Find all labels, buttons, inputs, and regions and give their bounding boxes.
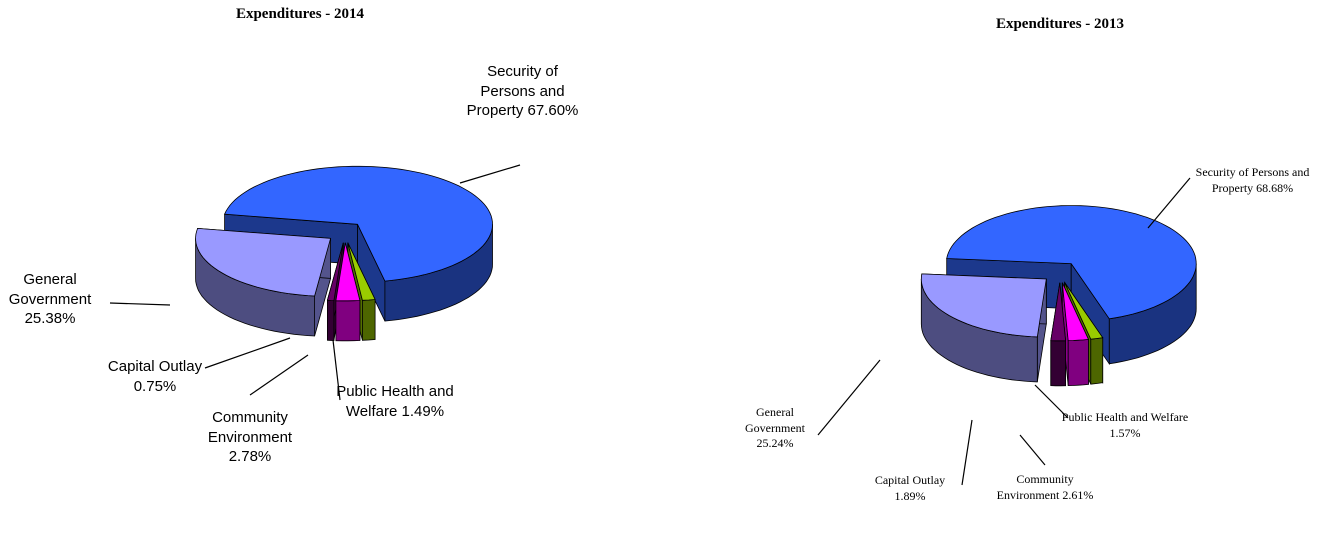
slice-label: Community Environment 2.61% [995, 472, 1095, 503]
value-label: 2.61% [1062, 487, 1094, 502]
category-name: Public Health and Welfare [336, 383, 454, 420]
value-label: 1.57% [1109, 425, 1141, 440]
value-label: 68.68% [1256, 180, 1294, 195]
slice-label: Security of Persons and Property 68.68% [1185, 165, 1320, 196]
chart-title: Expenditures - 2013 [995, 16, 1125, 32]
slice-label: General Government 25.38% [0, 270, 100, 329]
category-name: Public Health and Welfare [1061, 410, 1189, 424]
slice-side [335, 300, 361, 342]
slice [347, 242, 376, 301]
leader-line [817, 359, 881, 436]
slice-label: Community Environment 2.78% [190, 408, 310, 467]
category-name: Community Environment [996, 472, 1074, 502]
category-name: Security of Persons and Property [1195, 165, 1310, 195]
slice [335, 242, 361, 302]
leader-line [459, 164, 521, 184]
slice [1064, 282, 1104, 340]
slice [223, 165, 493, 282]
slice-label: Capital Outlay 1.89% [860, 473, 960, 504]
category-name: Community Environment [207, 409, 293, 446]
leader-line [109, 302, 171, 306]
category-name: General Government [745, 405, 805, 435]
category-name: General Government [8, 271, 92, 308]
leader-line [1034, 384, 1069, 419]
value-label: 1.89% [894, 488, 926, 503]
slice-label: General Government 25.24% [730, 405, 820, 452]
leader-line [332, 339, 341, 401]
leader-line [204, 337, 291, 369]
leader-line [961, 419, 973, 486]
slice [1061, 282, 1090, 342]
slice-label: Public Health and Welfare 1.57% [1060, 410, 1190, 441]
slice-label: Security of Persons and Property 67.60% [465, 62, 580, 121]
leader-line [1147, 177, 1191, 229]
category-name: Capital Outlay [107, 358, 203, 375]
leader-line [1019, 434, 1046, 466]
slice-side [1050, 340, 1066, 387]
chart-title: Expenditures - 2014 [235, 6, 365, 22]
value-label: 1.49% [401, 402, 445, 420]
value-label: 25.24% [756, 436, 794, 451]
leader-line [249, 354, 309, 396]
slice-side [1090, 337, 1104, 385]
slice-side [362, 299, 376, 341]
slice-label: Public Health and Welfare 1.49% [335, 382, 455, 421]
value-label: 0.75% [133, 377, 177, 395]
slice-side [1067, 338, 1089, 387]
slice-side [327, 299, 335, 342]
value-label: 2.78% [228, 448, 272, 465]
slice-label: Capital Outlay 0.75% [100, 357, 210, 396]
value-label: 67.60% [527, 102, 579, 119]
slice [195, 227, 332, 297]
slice [326, 242, 344, 302]
slice [1050, 282, 1067, 342]
category-name: Capital Outlay [874, 473, 946, 487]
slice [946, 205, 1197, 320]
category-name: Security of Persons and Property [466, 63, 565, 119]
slice [920, 273, 1047, 338]
value-label: 25.38% [24, 310, 76, 327]
